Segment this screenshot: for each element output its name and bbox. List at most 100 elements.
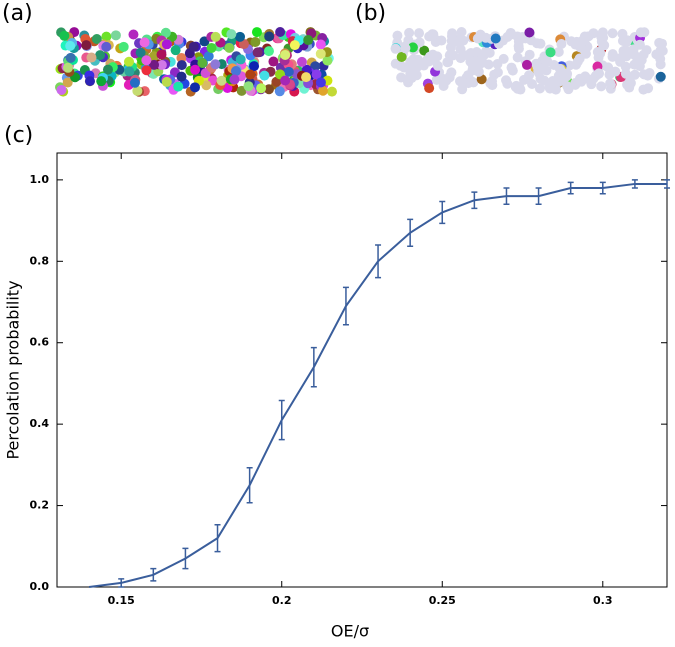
particle	[124, 66, 135, 77]
particle	[406, 73, 417, 84]
particle	[639, 27, 650, 38]
y-tick-label: 1.0	[30, 173, 50, 186]
error-bar	[246, 466, 253, 504]
particle	[250, 37, 261, 48]
particle	[524, 49, 535, 60]
x-axis-label: OE/σ	[331, 622, 369, 641]
particle	[188, 41, 199, 52]
particle	[524, 27, 535, 38]
particle	[235, 54, 246, 65]
error-bar	[664, 179, 670, 189]
particle	[176, 71, 187, 82]
particle	[101, 41, 112, 52]
particle	[580, 48, 591, 59]
particle	[210, 31, 221, 42]
particle	[513, 43, 524, 54]
particle	[160, 27, 171, 38]
error-bar	[118, 578, 125, 588]
particle	[436, 35, 447, 46]
particle	[455, 44, 466, 55]
particle	[512, 83, 523, 94]
particle	[598, 40, 609, 51]
particle	[141, 55, 152, 66]
particle	[84, 76, 95, 87]
error-bar	[214, 523, 221, 553]
particle	[235, 31, 246, 42]
particle	[629, 59, 640, 70]
particle	[618, 46, 629, 57]
particle	[156, 49, 167, 60]
particle	[404, 27, 415, 38]
particle	[524, 70, 535, 81]
particle	[457, 76, 468, 87]
particle	[256, 83, 267, 94]
particle	[638, 84, 649, 95]
particle	[56, 84, 67, 95]
particle	[303, 35, 314, 46]
y-tick-label: 0.0	[30, 580, 50, 593]
particle	[424, 83, 435, 94]
error-bar	[535, 187, 542, 206]
particle	[571, 36, 582, 47]
particle	[532, 61, 543, 72]
particle	[554, 76, 565, 87]
error-bar	[599, 181, 606, 195]
particle	[128, 29, 139, 40]
particle	[62, 62, 73, 73]
particle	[95, 50, 106, 61]
error-bar	[150, 567, 157, 582]
particle	[189, 82, 200, 93]
particle	[156, 59, 167, 70]
particle	[502, 78, 513, 89]
particle	[487, 76, 498, 87]
particle	[275, 27, 286, 38]
particle	[620, 61, 631, 72]
particle	[81, 40, 92, 51]
x-tick-label: 0.15	[108, 594, 135, 607]
particle	[173, 81, 184, 92]
particle	[628, 44, 639, 55]
particle	[264, 31, 275, 42]
particle	[229, 74, 240, 85]
particle	[206, 42, 217, 53]
particle	[123, 56, 134, 67]
particle	[101, 31, 112, 42]
particle	[553, 46, 564, 57]
error-bar	[631, 179, 638, 189]
particle	[447, 28, 458, 39]
particle	[315, 48, 326, 59]
particle	[492, 58, 503, 69]
particle	[655, 71, 666, 82]
particle	[210, 59, 221, 70]
particle	[274, 86, 285, 97]
particle	[243, 81, 254, 92]
particle	[563, 84, 574, 95]
particle	[149, 59, 160, 70]
particle	[65, 40, 76, 51]
particle	[96, 76, 107, 87]
particle	[507, 65, 518, 76]
particle	[311, 69, 322, 80]
particle	[642, 70, 653, 81]
particle	[224, 42, 235, 53]
particle	[424, 56, 435, 67]
particle	[400, 43, 411, 54]
particle	[110, 30, 121, 41]
particle	[296, 56, 307, 67]
particle	[457, 84, 468, 95]
particle	[315, 39, 326, 50]
particle	[102, 64, 113, 75]
particle	[230, 66, 241, 77]
particle	[59, 30, 70, 41]
particle	[451, 36, 462, 47]
particle	[480, 48, 491, 59]
particle	[91, 34, 102, 45]
particle	[410, 58, 421, 69]
particle	[197, 58, 208, 69]
error-bar	[182, 547, 189, 570]
particle	[588, 28, 599, 39]
particle	[596, 81, 607, 92]
error-bar	[503, 187, 510, 206]
particle	[280, 49, 291, 60]
panel-label: (c)	[4, 123, 33, 148]
